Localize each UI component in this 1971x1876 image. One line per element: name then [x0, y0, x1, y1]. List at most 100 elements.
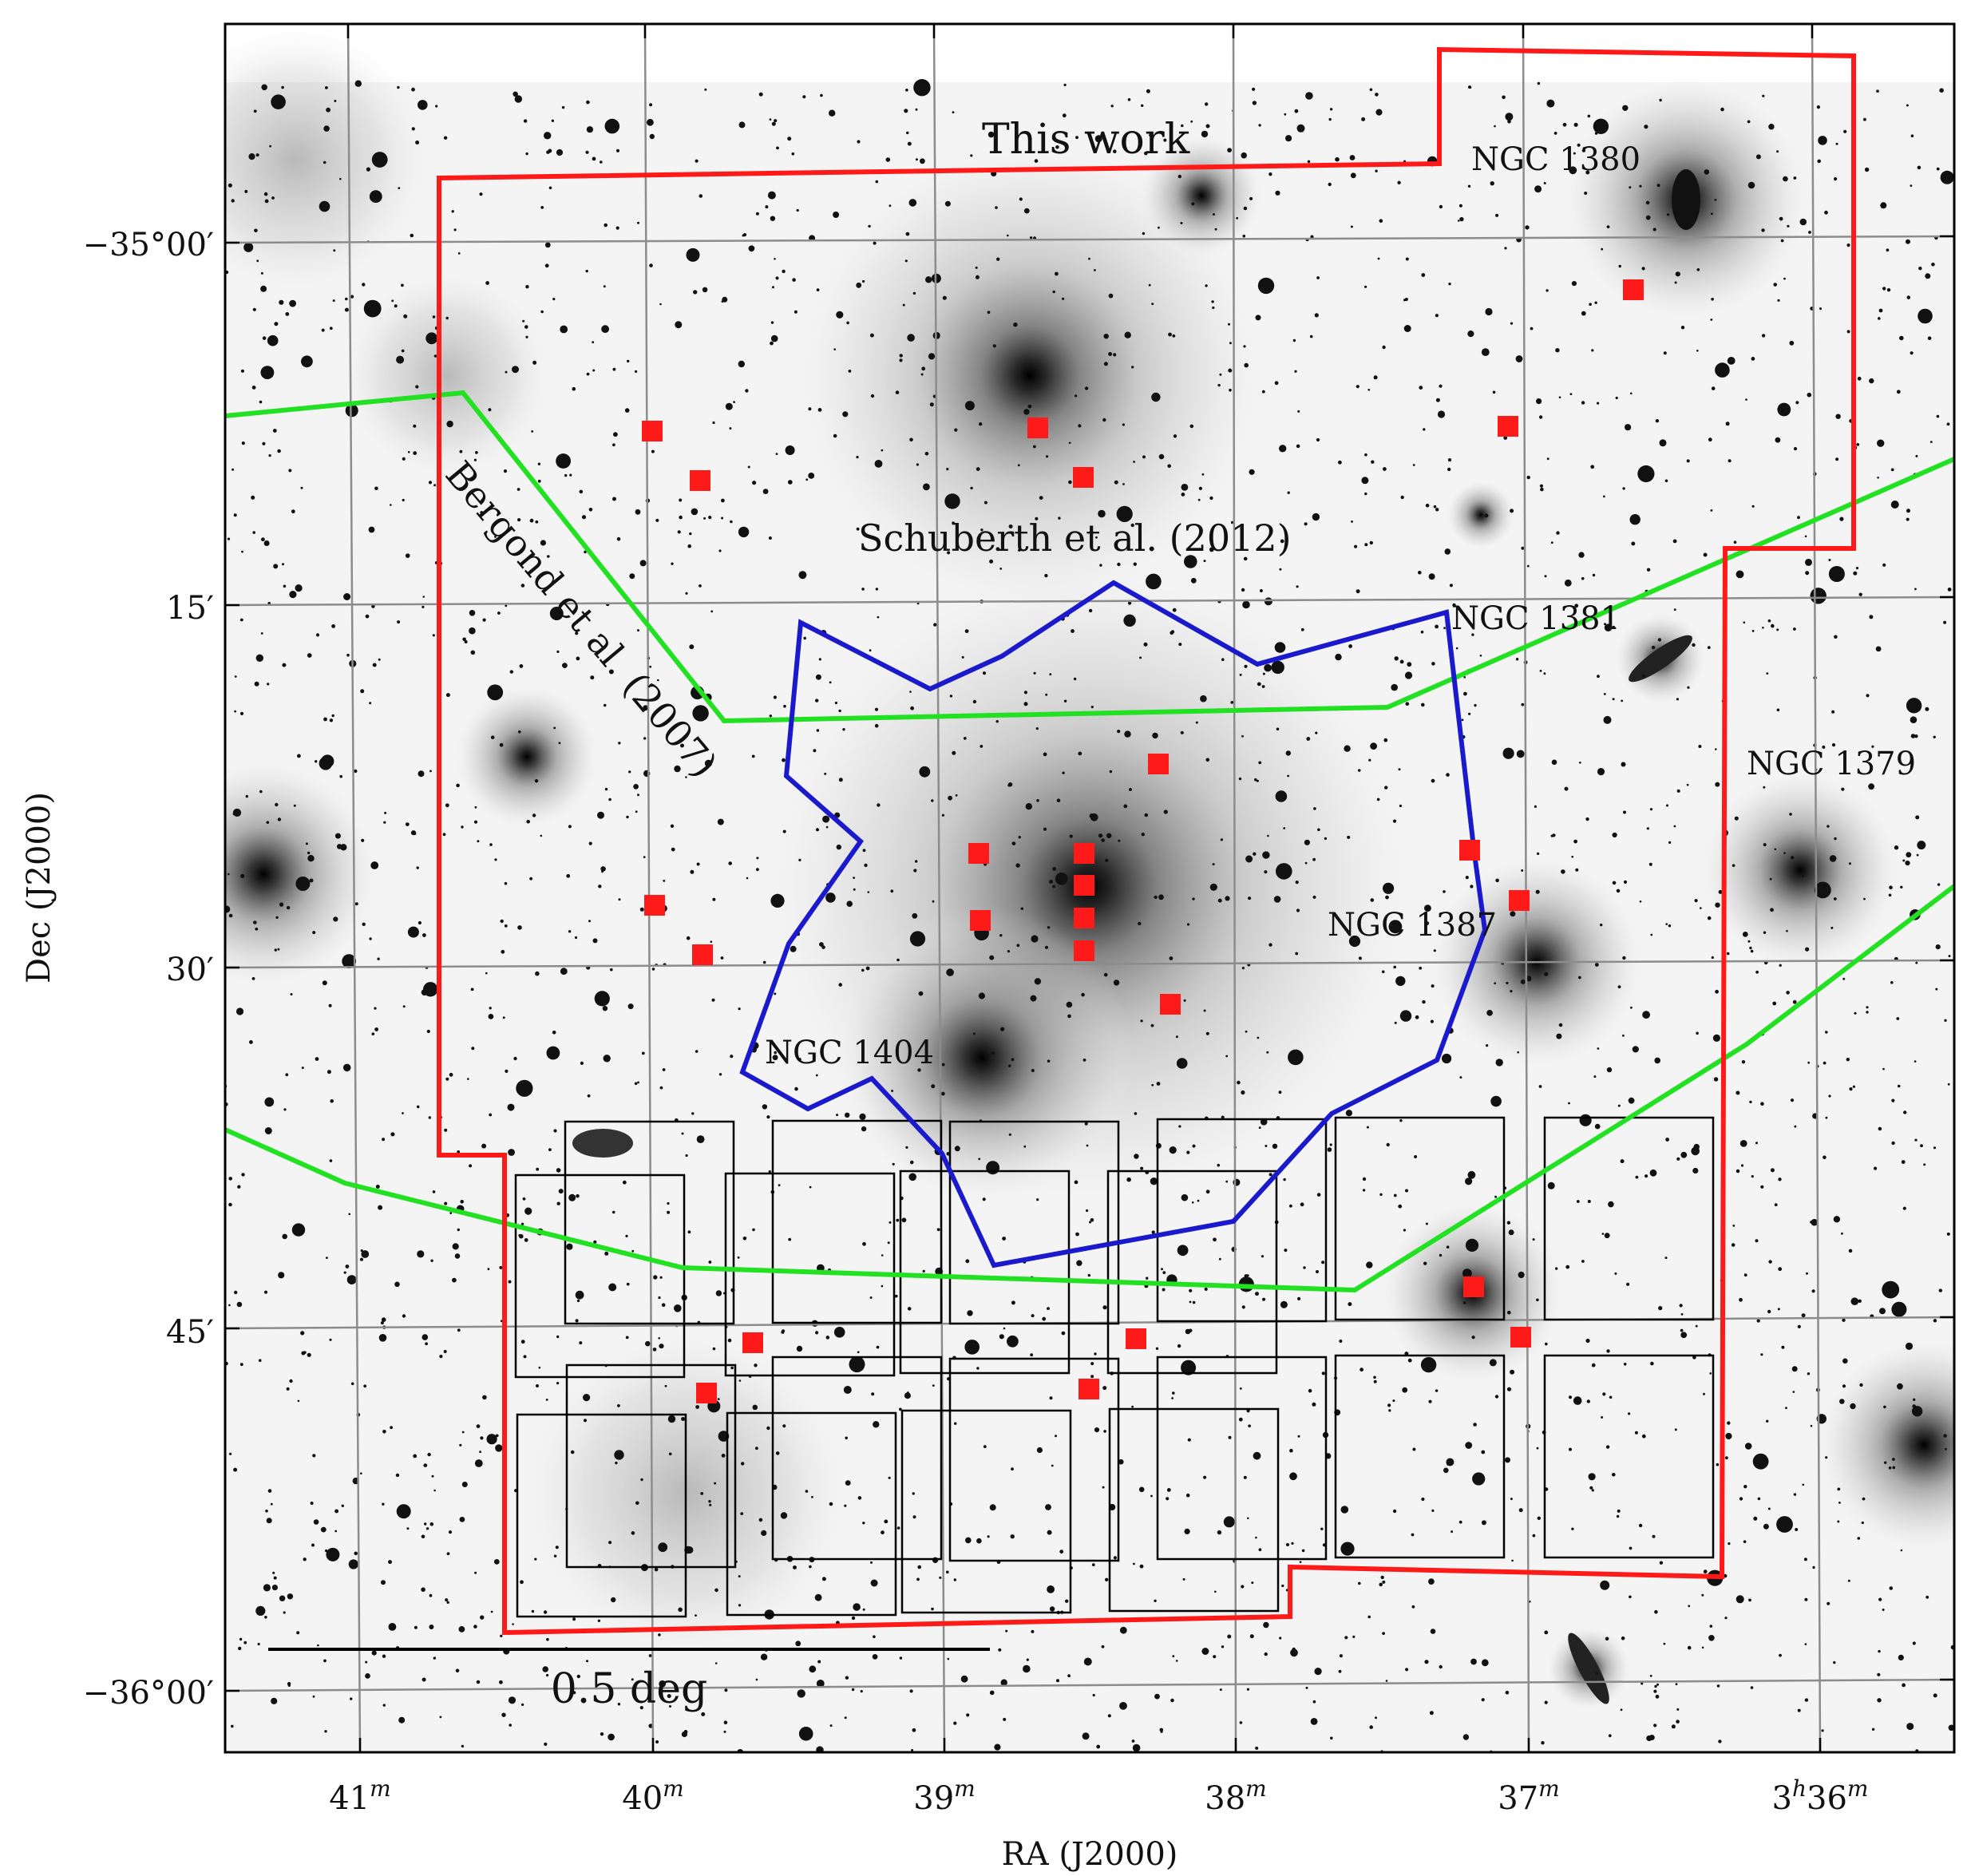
star	[1700, 907, 1702, 909]
star	[1668, 841, 1672, 844]
star	[1225, 1180, 1229, 1183]
star	[1774, 848, 1777, 851]
star	[269, 144, 271, 148]
star	[1877, 1672, 1881, 1676]
star	[718, 549, 722, 552]
star	[1329, 1143, 1332, 1146]
star	[1882, 563, 1886, 567]
star	[1900, 1549, 1903, 1552]
star	[1103, 1430, 1106, 1433]
star	[1340, 1542, 1355, 1556]
star	[875, 180, 879, 184]
star	[1486, 1010, 1493, 1016]
star	[730, 520, 733, 524]
star	[410, 830, 417, 836]
star	[1255, 315, 1261, 321]
star	[829, 1724, 833, 1728]
star	[1399, 804, 1402, 808]
star	[1858, 592, 1862, 596]
star	[1285, 750, 1292, 756]
ngc1379-label: NGC 1379	[1747, 746, 1916, 782]
star	[1412, 464, 1415, 466]
star	[291, 509, 295, 514]
star	[1349, 155, 1356, 160]
star	[1166, 1497, 1170, 1501]
star	[363, 299, 382, 318]
star	[1841, 1232, 1843, 1235]
star	[916, 1577, 920, 1581]
star	[1629, 186, 1632, 189]
star	[972, 1032, 976, 1035]
star	[1659, 1561, 1664, 1565]
star	[1890, 981, 1894, 984]
star	[398, 1716, 406, 1724]
star	[523, 1355, 527, 1359]
star	[1393, 1193, 1397, 1197]
star	[525, 335, 528, 338]
star	[1049, 1606, 1055, 1612]
star	[1439, 384, 1443, 388]
star	[228, 913, 233, 918]
star	[382, 1430, 386, 1434]
star	[1303, 1266, 1306, 1269]
star	[1543, 672, 1546, 675]
star	[727, 1338, 732, 1343]
star	[480, 1615, 485, 1620]
star	[263, 192, 268, 196]
ra-tick-label: 37m	[1498, 1775, 1559, 1817]
star	[382, 1502, 385, 1506]
star	[1760, 1185, 1764, 1189]
star	[1658, 1306, 1663, 1311]
star	[667, 1694, 671, 1699]
star	[603, 285, 606, 288]
star	[813, 749, 817, 753]
star	[755, 1678, 758, 1681]
star	[857, 140, 861, 144]
star	[693, 290, 698, 295]
star	[1133, 562, 1138, 566]
star	[1947, 588, 1952, 592]
star	[699, 194, 703, 198]
star	[1532, 1534, 1536, 1538]
star	[378, 1334, 387, 1342]
star	[817, 408, 822, 412]
star	[1597, 675, 1600, 679]
star	[1189, 1300, 1192, 1304]
star	[288, 469, 292, 473]
star	[1891, 1098, 1895, 1102]
star	[267, 334, 279, 346]
star	[1442, 1053, 1452, 1064]
star	[1508, 1229, 1514, 1236]
star	[1573, 122, 1578, 127]
star	[1023, 1664, 1031, 1673]
star	[1623, 810, 1626, 814]
star	[1666, 804, 1668, 807]
star	[1131, 366, 1134, 369]
star	[1819, 307, 1822, 311]
star	[1239, 1721, 1243, 1724]
star	[1350, 172, 1356, 179]
star	[1877, 1698, 1882, 1703]
star	[1205, 758, 1210, 762]
star	[517, 925, 522, 930]
star	[544, 1742, 548, 1746]
star	[756, 868, 759, 872]
star	[1197, 1199, 1200, 1202]
star	[1096, 1744, 1101, 1749]
star	[1861, 1521, 1864, 1525]
star	[1462, 1301, 1466, 1304]
star	[1680, 1332, 1688, 1339]
star	[651, 449, 655, 453]
star	[1910, 184, 1913, 188]
star	[1243, 1475, 1247, 1479]
star	[456, 783, 460, 788]
star	[1181, 484, 1189, 491]
star	[1675, 271, 1680, 277]
star	[859, 1113, 866, 1120]
star	[1047, 1059, 1051, 1063]
star	[1891, 1301, 1907, 1317]
star	[428, 1116, 431, 1119]
star	[307, 851, 311, 855]
star	[592, 938, 598, 944]
star	[1877, 477, 1879, 479]
